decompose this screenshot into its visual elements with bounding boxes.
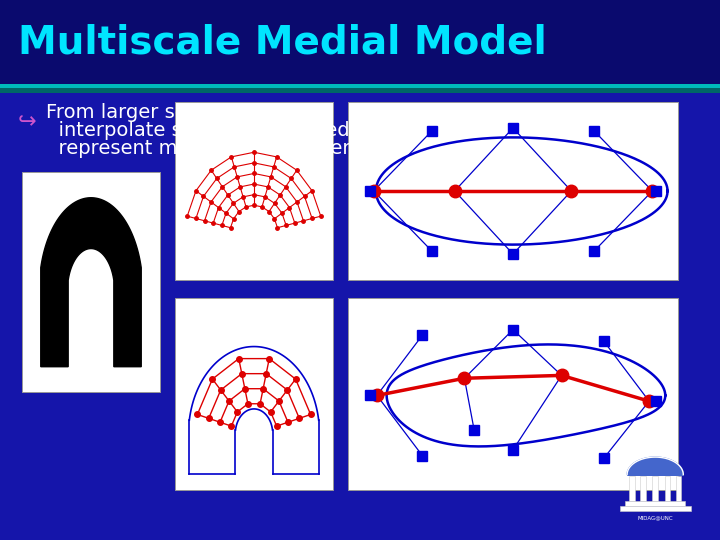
Polygon shape — [41, 198, 141, 367]
Text: Multiscale Medial Model: Multiscale Medial Model — [18, 24, 546, 62]
Bar — [0, 0, 720, 85]
Text: represent medial displacements: represent medial displacements — [46, 138, 372, 158]
Text: ↪: ↪ — [18, 112, 37, 132]
Bar — [175, 102, 333, 280]
Bar — [676, 476, 681, 501]
Bar — [665, 476, 670, 501]
Bar — [175, 298, 333, 490]
Bar — [0, 87, 720, 93]
Bar — [620, 507, 690, 511]
Bar — [22, 172, 160, 392]
Polygon shape — [627, 457, 683, 475]
Bar — [652, 476, 658, 501]
Bar — [348, 102, 678, 280]
Text: From larger scale medial net,: From larger scale medial net, — [46, 103, 331, 122]
Bar — [625, 501, 685, 507]
Bar — [0, 84, 720, 88]
Bar — [640, 476, 646, 501]
Bar — [629, 476, 634, 501]
Text: MIDAG@UNC: MIDAG@UNC — [637, 515, 673, 521]
Bar — [348, 298, 678, 490]
Text: interpolate smaller scale medial net and: interpolate smaller scale medial net and — [46, 120, 454, 139]
